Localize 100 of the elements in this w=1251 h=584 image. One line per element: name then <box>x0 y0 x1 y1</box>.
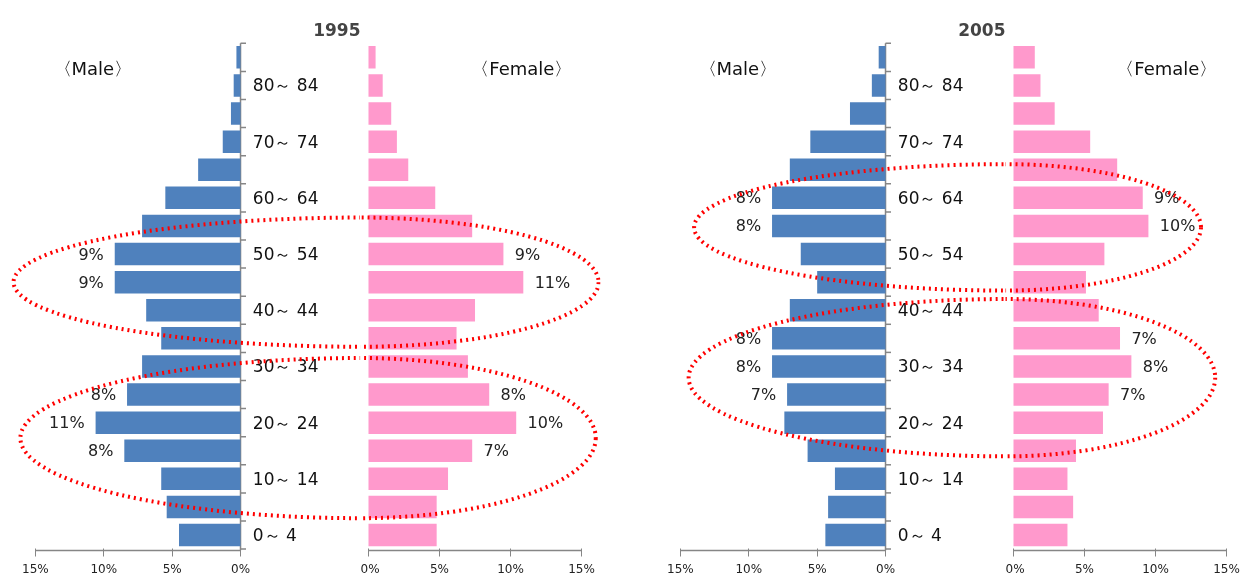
bar <box>368 439 473 462</box>
bar <box>161 467 241 491</box>
text: 〈Male〉 <box>53 58 133 80</box>
bar <box>368 355 468 378</box>
bar <box>198 158 241 181</box>
y-tick-label: 30～ 34 <box>897 356 964 377</box>
x-tick-label: 5% <box>162 561 182 576</box>
bar <box>146 299 241 322</box>
y-tick-label: 10～ 14 <box>252 468 319 489</box>
data-label: 9% <box>78 272 104 292</box>
bar <box>142 355 241 378</box>
bar <box>230 102 241 125</box>
bar <box>810 130 886 153</box>
bar <box>124 439 241 462</box>
y-tick-label: 20～ 24 <box>897 412 964 433</box>
x-tick-label: 0% <box>876 561 896 576</box>
x-tick-label: 15% <box>568 561 595 576</box>
bar <box>368 467 449 491</box>
data-label: 8% <box>87 441 114 461</box>
data-label: 9% <box>1154 188 1180 208</box>
y-tick-label: 80～ 84 <box>897 75 964 96</box>
x-tick-label: 5% <box>807 561 827 576</box>
data-label: 8% <box>735 188 762 208</box>
bar <box>368 158 409 181</box>
bar <box>368 102 392 125</box>
bar <box>114 270 241 294</box>
y-tick-label: 0～ 4 <box>252 525 297 546</box>
y-tick-label: 70～ 74 <box>252 131 319 152</box>
bar <box>1013 214 1149 238</box>
x-tick-label: 10% <box>1142 561 1169 576</box>
bar <box>834 467 886 491</box>
bar <box>772 355 886 378</box>
bar <box>789 299 886 322</box>
data-label: 10% <box>1159 216 1196 236</box>
y-tick-label: 70～ 74 <box>897 131 964 152</box>
bar <box>368 46 376 69</box>
bar <box>368 214 473 238</box>
data-label: 11% <box>49 413 85 433</box>
bar <box>179 523 241 547</box>
y-tick-label: 50～ 54 <box>252 244 319 265</box>
bar <box>368 186 436 210</box>
bar <box>222 130 241 153</box>
data-label: 7% <box>1131 328 1157 348</box>
bar <box>166 495 241 519</box>
data-label: 7% <box>1120 385 1146 405</box>
text: 〈Male〉 <box>698 58 778 80</box>
bar <box>789 158 886 181</box>
bar <box>871 74 886 97</box>
bar <box>368 242 504 266</box>
bar <box>161 327 241 350</box>
x-tick-label: 0% <box>1005 561 1025 576</box>
x-tick-label: 15% <box>22 561 49 576</box>
data-label: 8% <box>735 328 762 348</box>
bar <box>1013 130 1091 153</box>
bar <box>165 186 241 210</box>
x-tick-label: 5% <box>429 561 450 576</box>
bar <box>368 411 517 434</box>
bar <box>1013 327 1121 350</box>
bar <box>1013 495 1074 519</box>
y-tick-label: 60～ 64 <box>252 187 319 208</box>
x-tick-label: 15% <box>1213 561 1240 576</box>
bar <box>1013 74 1041 97</box>
bar <box>368 270 524 294</box>
y-tick-label: 20～ 24 <box>252 412 319 433</box>
bar <box>1013 186 1143 210</box>
y-tick-label: 40～ 44 <box>252 300 319 321</box>
bar <box>807 439 886 462</box>
bar <box>1013 242 1105 266</box>
bar <box>368 74 383 97</box>
y-tick-label: 10～ 14 <box>897 468 964 489</box>
bar <box>368 130 397 153</box>
data-label: 9% <box>514 244 541 264</box>
bar <box>878 46 886 69</box>
y-tick-label: 40～ 44 <box>897 300 964 321</box>
y-tick-label: 30～ 34 <box>252 356 319 377</box>
bar <box>825 523 886 547</box>
x-tick-label: 10% <box>90 561 118 576</box>
bar <box>1013 46 1035 69</box>
data-label: 7% <box>750 385 777 405</box>
bar <box>787 383 886 406</box>
data-label: 9% <box>78 244 104 264</box>
bar <box>784 411 886 434</box>
bar <box>127 383 241 406</box>
text: 〈Female〉 <box>471 58 573 80</box>
x-tick-label: 0% <box>231 561 251 576</box>
bar <box>368 383 490 406</box>
y-tick-label: 80～ 84 <box>252 75 319 96</box>
data-label: 7% <box>483 441 509 461</box>
data-label: 8% <box>90 385 117 405</box>
bar <box>828 495 886 519</box>
bar <box>95 411 241 434</box>
data-label: 8% <box>1142 356 1169 376</box>
data-label: 10% <box>527 413 564 433</box>
bar <box>1013 355 1132 378</box>
x-tick-label: 10% <box>497 561 524 576</box>
bar <box>1013 411 1103 434</box>
bar <box>772 327 886 350</box>
bar <box>1013 523 1068 547</box>
data-label: 8% <box>735 356 762 376</box>
bar <box>817 270 886 294</box>
